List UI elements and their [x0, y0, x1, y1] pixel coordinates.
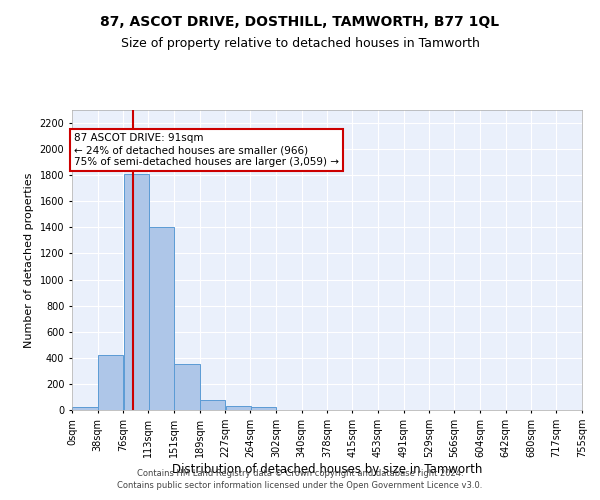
- Bar: [226, 406, 251, 410]
- Bar: [72, 408, 97, 410]
- X-axis label: Distribution of detached houses by size in Tamworth: Distribution of detached houses by size …: [172, 462, 482, 475]
- Bar: [251, 408, 276, 410]
- Text: Contains HM Land Registry data © Crown copyright and database right 2024.
Contai: Contains HM Land Registry data © Crown c…: [118, 468, 482, 490]
- Bar: [98, 355, 123, 410]
- Bar: [174, 364, 199, 410]
- Bar: [149, 228, 174, 410]
- Bar: [200, 400, 225, 410]
- Y-axis label: Number of detached properties: Number of detached properties: [24, 172, 34, 348]
- Text: Size of property relative to detached houses in Tamworth: Size of property relative to detached ho…: [121, 38, 479, 51]
- Text: 87 ASCOT DRIVE: 91sqm
← 24% of detached houses are smaller (966)
75% of semi-det: 87 ASCOT DRIVE: 91sqm ← 24% of detached …: [74, 134, 339, 166]
- Text: 87, ASCOT DRIVE, DOSTHILL, TAMWORTH, B77 1QL: 87, ASCOT DRIVE, DOSTHILL, TAMWORTH, B77…: [100, 15, 500, 29]
- Bar: [124, 174, 149, 410]
